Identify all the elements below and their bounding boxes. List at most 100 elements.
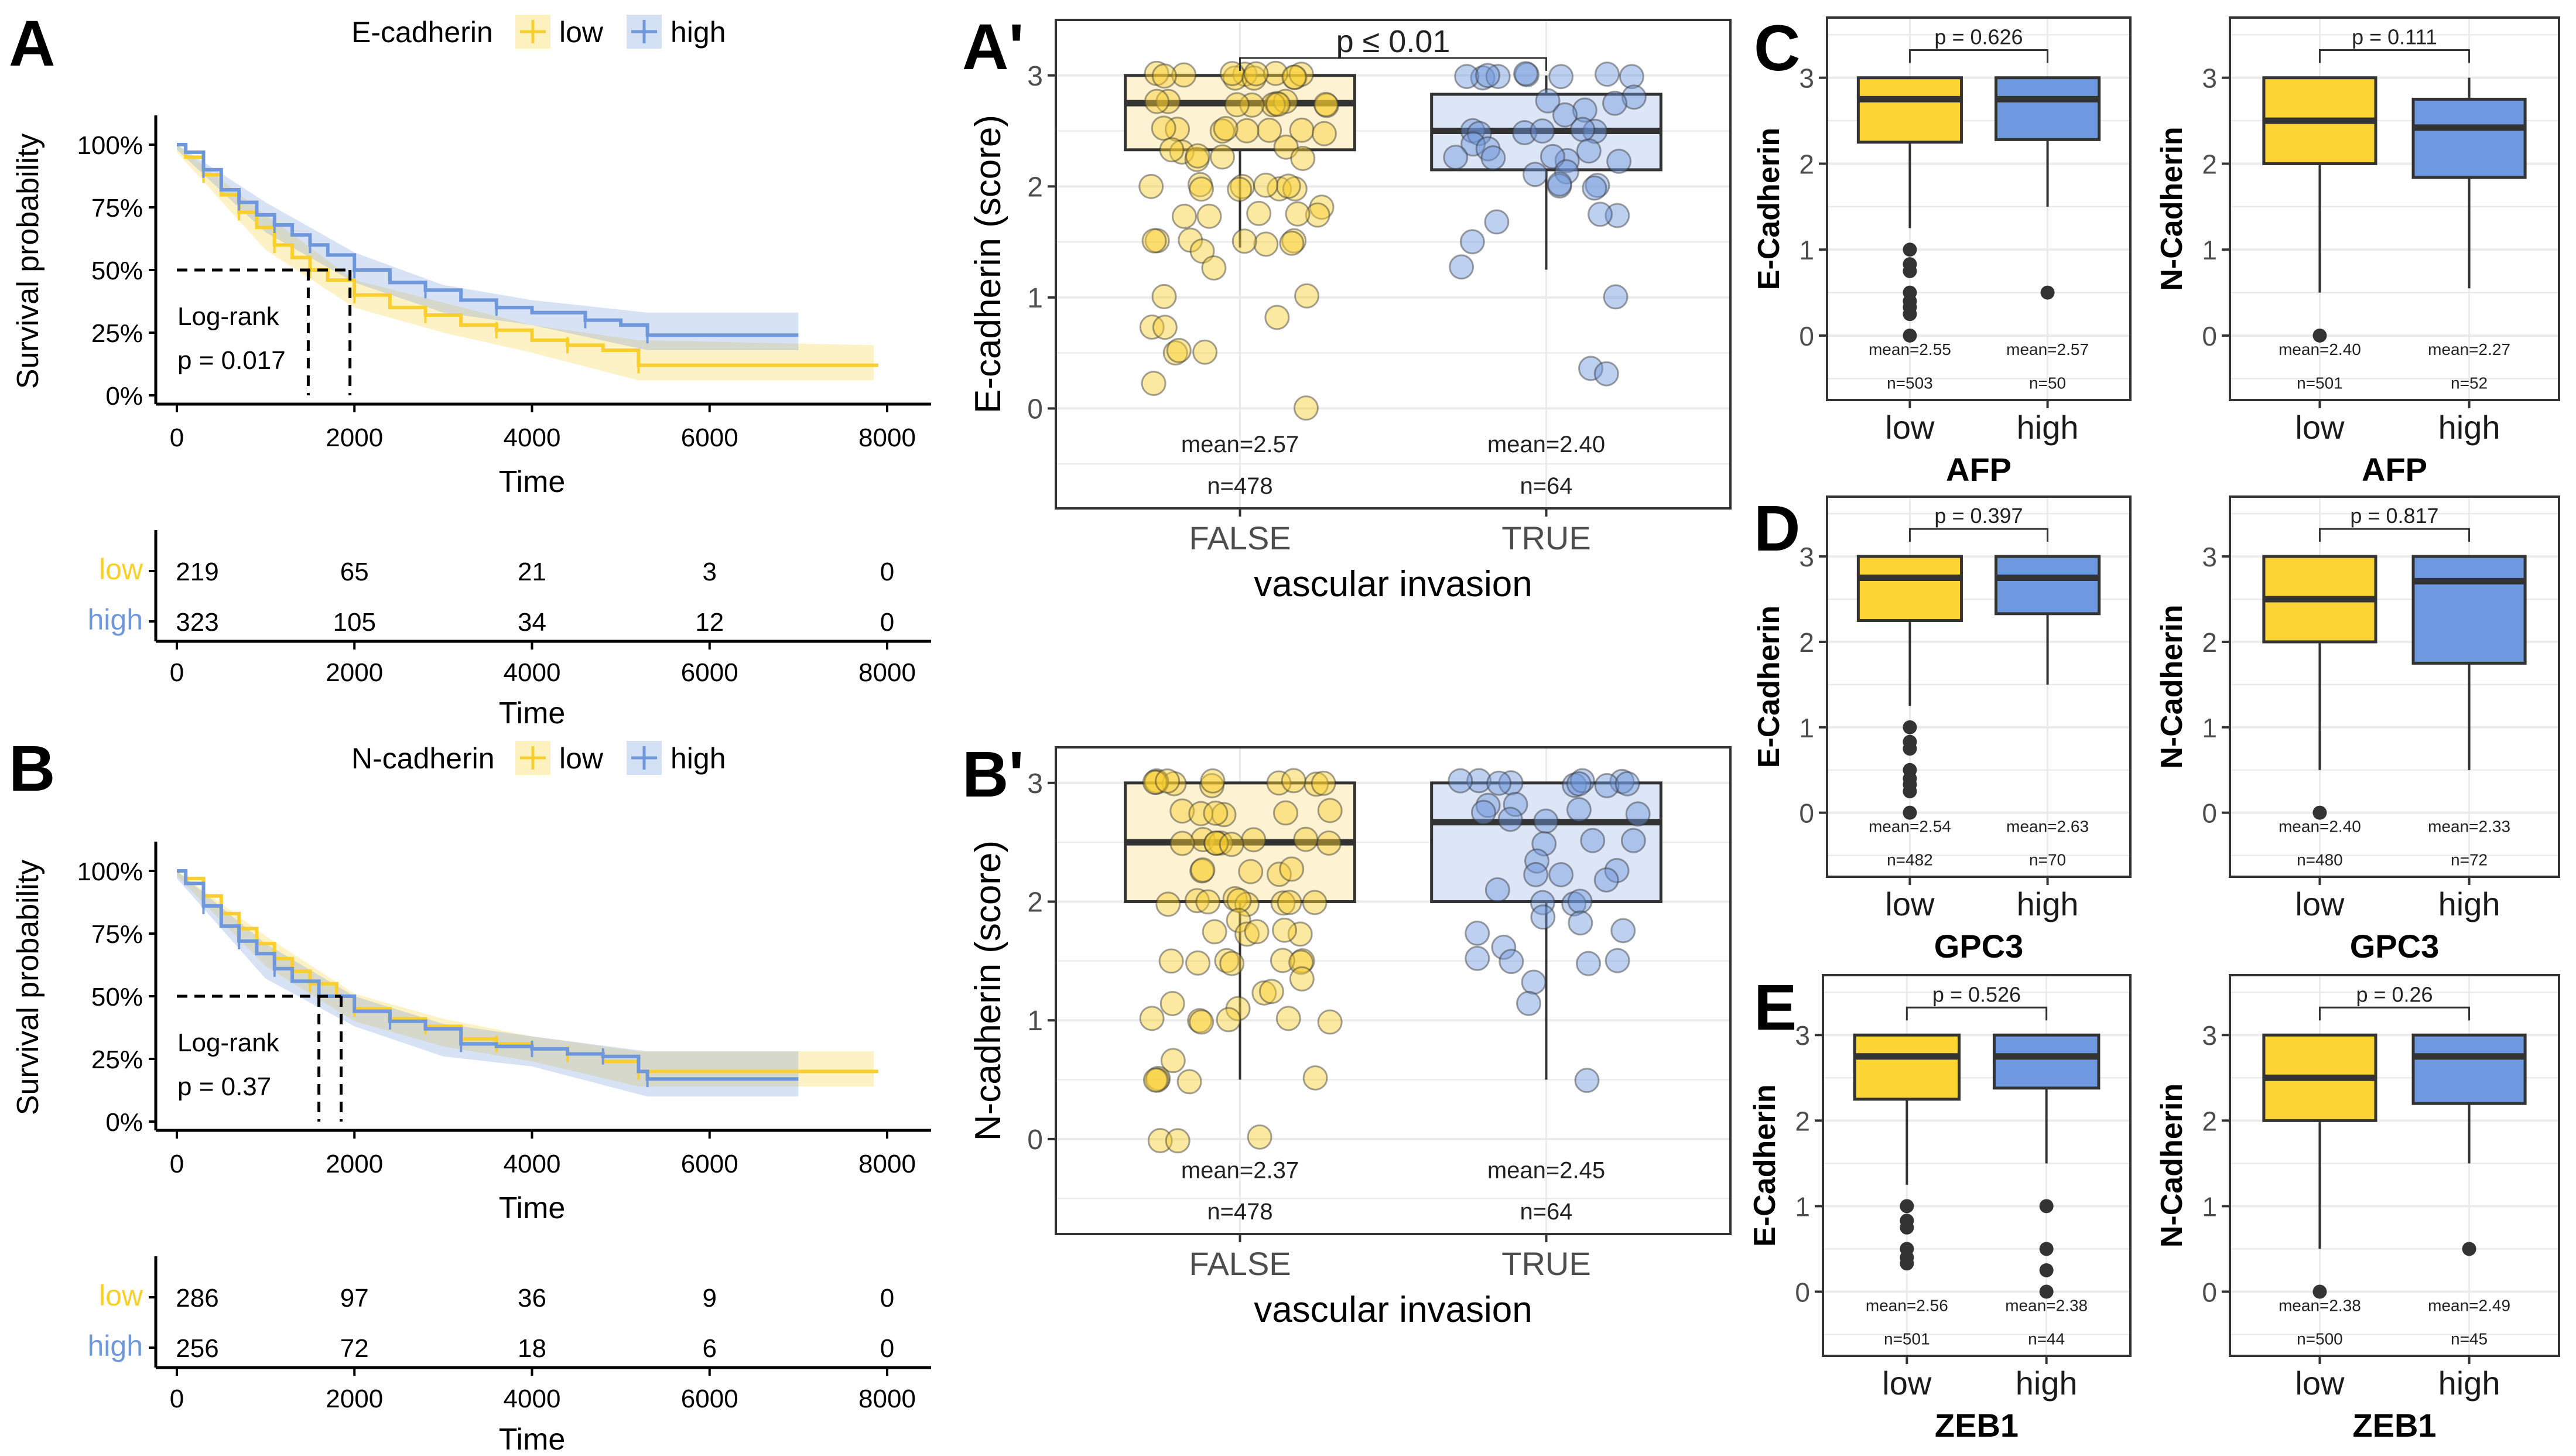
jitter-point [1169, 830, 1195, 856]
jitter-point [1209, 118, 1235, 144]
x-tick-label: high [2017, 409, 2079, 446]
y-tick-label: 0 [1027, 1125, 1043, 1156]
risk-table-x-tick-label: 2000 [326, 658, 383, 687]
jitter-point [1475, 63, 1501, 88]
jitter-point [1610, 918, 1636, 944]
risk-table-cell: 34 [518, 608, 546, 637]
jitter-point [1243, 61, 1269, 87]
x-tick-label: 0 [170, 423, 184, 452]
y-tick-label: 3 [1795, 1020, 1810, 1051]
jitter-point [1566, 797, 1592, 822]
x-axis-label: ZEB1 [1935, 1407, 2019, 1444]
box-FALSE [1124, 74, 1356, 152]
jitter-point [1226, 908, 1251, 934]
risk-table-cell: 0 [880, 1334, 894, 1363]
jitter-point [1219, 951, 1245, 976]
jitter-point [1189, 238, 1215, 264]
jitter-point [1290, 145, 1316, 171]
box-high [1992, 1033, 2101, 1090]
jitter-point [1263, 60, 1288, 86]
jitter-point [1620, 828, 1646, 853]
outlier-point [2039, 1199, 2054, 1214]
significance-label: p = 0.111 [2352, 25, 2437, 49]
jitter-point [1578, 356, 1604, 381]
legend-label-high: high [670, 742, 726, 775]
jitter-point [1234, 118, 1260, 143]
outlier-point [1900, 1256, 1914, 1271]
x-tick-label: 4000 [504, 1150, 561, 1178]
logrank-annotation: Log-rank [177, 1028, 280, 1057]
y-tick-label: 50% [91, 983, 143, 1011]
jitter-point [1155, 891, 1181, 917]
legend-title: N-cadherin [351, 742, 495, 775]
jitter-point [1561, 891, 1587, 917]
jitter-point [1165, 117, 1190, 142]
jitter-point [1289, 948, 1315, 974]
risk-table-cell: 65 [340, 558, 369, 586]
jitter-point [1144, 60, 1169, 86]
jitter-point [1253, 172, 1279, 198]
jitter-point [1166, 337, 1192, 363]
y-tick-label: 1 [1795, 1191, 1810, 1222]
outlier-point [1903, 741, 1917, 756]
risk-table-cell: 12 [695, 608, 724, 637]
n-label: n=501 [2297, 374, 2343, 392]
jitter-point [1465, 920, 1490, 946]
risk-table-x-tick-label: 8000 [858, 1385, 916, 1413]
significance-label: p = 0.526 [1932, 982, 2021, 1006]
jitter-point [1524, 848, 1550, 874]
x-tick-label: low [2295, 1365, 2345, 1402]
x-axis-label: AFP [2362, 451, 2427, 488]
jitter-point [1605, 948, 1630, 973]
y-tick-label: 0 [2202, 1277, 2217, 1307]
n-label: n=500 [2297, 1330, 2343, 1348]
jitter-point [1552, 102, 1578, 128]
y-axis-label: N-cadherin (score) [968, 840, 1008, 1141]
jitter-point [1225, 996, 1251, 1021]
jitter-point [1304, 771, 1329, 797]
mean-label: mean=2.45 [1487, 1157, 1605, 1183]
jitter-point [1171, 203, 1197, 229]
jitter-point [1279, 230, 1305, 256]
jitter-point [1158, 948, 1184, 974]
jitter-point [1207, 830, 1233, 856]
jitter-point [1305, 202, 1330, 228]
y-tick-label: 2 [2202, 149, 2217, 179]
x-tick-label: low [2295, 409, 2345, 446]
jitter-point [1512, 120, 1538, 146]
outlier-point [2312, 805, 2327, 820]
n-label: n=503 [1887, 374, 1933, 392]
box-high [2411, 555, 2527, 665]
mean-label: mean=2.57 [1181, 432, 1299, 457]
jitter-point [1285, 201, 1311, 227]
y-tick-label: 3 [1027, 61, 1043, 92]
n-label: n=52 [2451, 374, 2488, 392]
jitter-point [1184, 888, 1210, 914]
x-tick-label: high [2016, 1365, 2078, 1402]
jitter-point [1275, 1006, 1301, 1031]
jitter-point [1459, 229, 1485, 255]
n-label: n=70 [2029, 851, 2066, 869]
ci-band-high [177, 871, 799, 1097]
risk-table-cell: 0 [880, 558, 894, 586]
outlier-point [2039, 1263, 2054, 1277]
jitter-point [1211, 802, 1237, 828]
mean-label: mean=2.40 [1487, 432, 1605, 457]
y-axis-label: Survival probability [11, 860, 45, 1115]
y-tick-label: 1 [1027, 1006, 1043, 1037]
x-tick-label: 8000 [858, 423, 916, 452]
jitter-point [1602, 90, 1628, 116]
jitter-point [1161, 771, 1187, 797]
n-label: n=45 [2451, 1330, 2488, 1348]
jitter-point [1188, 801, 1214, 826]
n-label: n=478 [1207, 1199, 1272, 1225]
jitter-point [1287, 921, 1313, 947]
jitter-point [1480, 145, 1506, 171]
significance-bracket [2318, 528, 2471, 542]
jitter-point [1554, 148, 1580, 173]
jitter-point [1141, 371, 1166, 397]
y-tick-label: 3 [1027, 768, 1043, 799]
jitter-point [1139, 1006, 1165, 1031]
risk-table-x-tick-label: 0 [170, 1385, 184, 1413]
